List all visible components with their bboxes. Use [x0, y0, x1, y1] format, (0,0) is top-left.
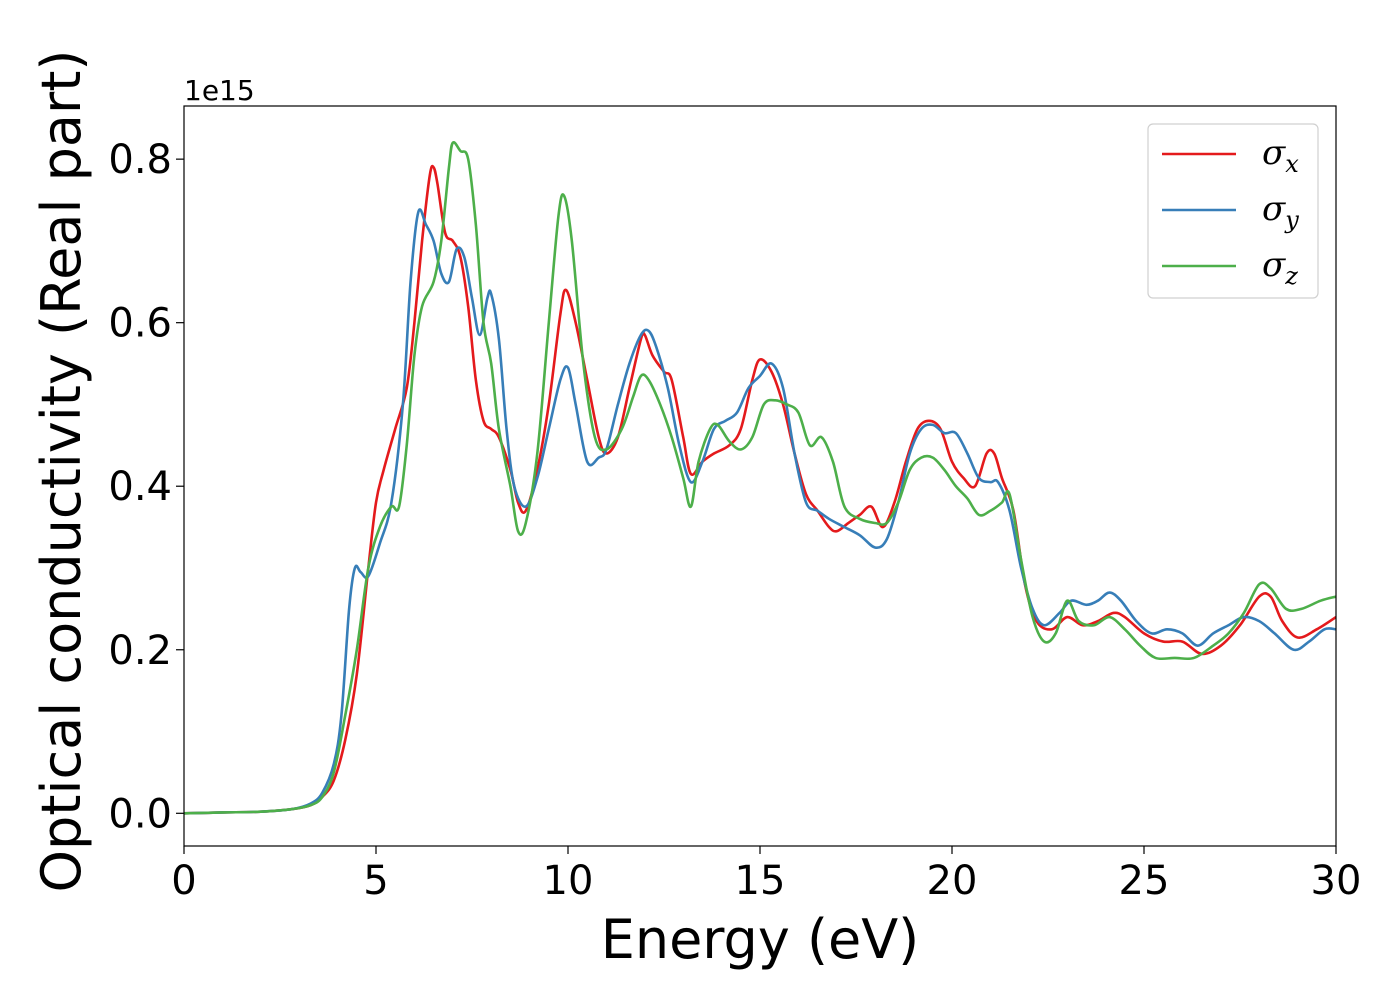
- y-tick-label: 0.4: [108, 464, 172, 510]
- series-line-z: [184, 140, 1336, 815]
- series-layer: [184, 140, 1336, 815]
- x-tick-label: 25: [1119, 858, 1170, 904]
- y-tick-label: 0.2: [108, 628, 172, 674]
- x-tick-label: 10: [543, 858, 594, 904]
- y-offset-label: 1e15: [184, 74, 255, 107]
- y-axis-title: Optical conductivity (Real part): [30, 50, 93, 893]
- legend-label-x: σx: [1262, 133, 1299, 178]
- plot-frame: [183, 105, 1337, 847]
- x-axis-title: Energy (eV): [601, 908, 920, 971]
- legend: σx σy σz: [1147, 123, 1319, 299]
- x-tick-label: 30: [1311, 858, 1362, 904]
- legend-label-y: σy: [1262, 189, 1299, 234]
- x-tick-label: 0: [171, 858, 196, 904]
- y-tick-label: 0.8: [108, 137, 172, 183]
- y-tick-label: 0.6: [108, 301, 172, 347]
- y-axis-ticks: 0.0 0.2 0.4 0.6 0.8: [108, 137, 184, 837]
- x-tick-label: 5: [363, 858, 388, 904]
- x-tick-label: 20: [927, 858, 978, 904]
- y-tick-label: 0.0: [108, 791, 172, 837]
- x-axis-ticks: 0 5 10 15 20 25 30: [171, 846, 1361, 904]
- x-tick-label: 15: [735, 858, 786, 904]
- series-line-y: [184, 208, 1336, 815]
- legend-label-z: σz: [1262, 245, 1298, 290]
